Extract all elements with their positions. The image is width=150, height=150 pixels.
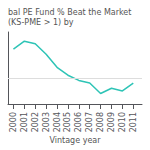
- svg-text:2000: 2000: [9, 112, 18, 132]
- svg-text:2008: 2008: [96, 112, 105, 132]
- svg-text:2010: 2010: [118, 112, 127, 132]
- svg-text:(KS-PME > 1) by: (KS-PME > 1) by: [8, 18, 74, 27]
- svg-text:Vintage year: Vintage year: [49, 136, 101, 145]
- svg-text:2009: 2009: [107, 112, 116, 132]
- svg-text:2003: 2003: [42, 112, 51, 132]
- svg-text:bal PE Fund % Beat the Market: bal PE Fund % Beat the Market: [8, 8, 134, 17]
- svg-text:2004: 2004: [53, 112, 62, 132]
- svg-text:2007: 2007: [85, 112, 94, 132]
- svg-text:2005: 2005: [63, 112, 72, 132]
- svg-text:2006: 2006: [74, 112, 83, 132]
- svg-text:2002: 2002: [31, 112, 40, 132]
- svg-text:2001: 2001: [20, 112, 29, 132]
- svg-text:2011: 2011: [129, 112, 138, 132]
